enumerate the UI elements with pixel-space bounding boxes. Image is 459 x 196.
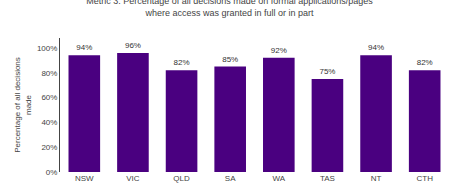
svg-text:NT: NT <box>371 174 382 183</box>
svg-text:100%: 100% <box>37 44 57 53</box>
svg-text:QLD: QLD <box>173 174 190 183</box>
svg-text:96%: 96% <box>125 41 141 50</box>
svg-text:85%: 85% <box>222 55 238 64</box>
svg-text:NSW: NSW <box>75 174 94 183</box>
svg-text:80%: 80% <box>41 69 57 78</box>
svg-text:60%: 60% <box>41 93 57 102</box>
svg-text:82%: 82% <box>174 58 190 67</box>
svg-text:94%: 94% <box>368 43 384 52</box>
svg-text:SA: SA <box>225 174 236 183</box>
svg-text:Metric 3: Percentage of all de: Metric 3: Percentage of all decisions ma… <box>86 0 373 18</box>
svg-text:TAS: TAS <box>320 174 335 183</box>
svg-text:40%: 40% <box>41 118 57 127</box>
svg-text:92%: 92% <box>271 46 287 55</box>
svg-text:20%: 20% <box>41 143 57 152</box>
svg-text:75%: 75% <box>319 67 335 76</box>
svg-text:82%: 82% <box>417 58 433 67</box>
svg-text:WA: WA <box>273 174 286 183</box>
svg-text:0%: 0% <box>46 168 58 177</box>
svg-text:Percentage of all decisionsmad: Percentage of all decisionsmade <box>13 57 32 153</box>
svg-text:CTH: CTH <box>416 174 433 183</box>
svg-text:VIC: VIC <box>126 174 140 183</box>
svg-text:94%: 94% <box>76 43 92 52</box>
